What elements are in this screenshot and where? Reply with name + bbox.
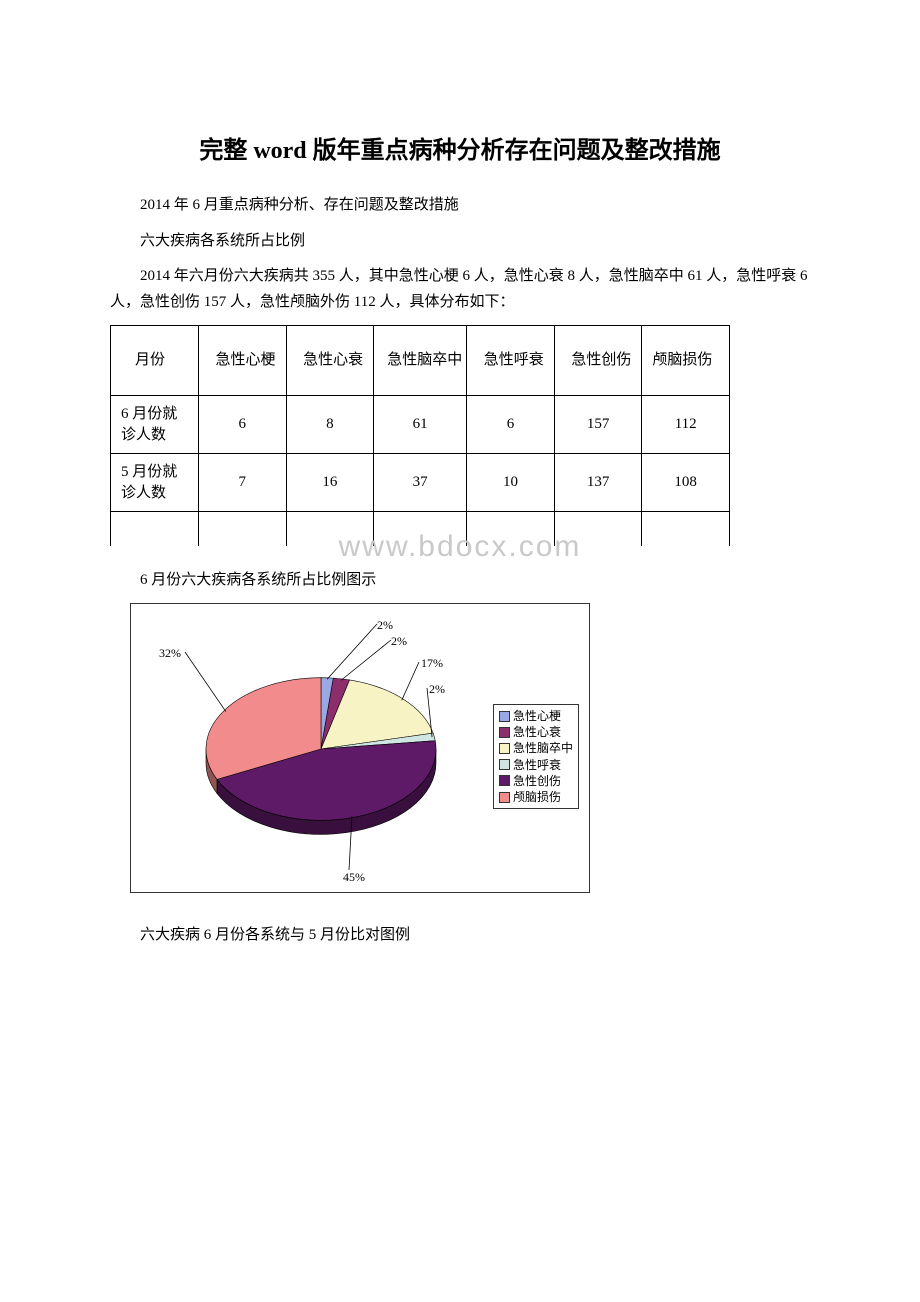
table-cell: 10: [467, 454, 555, 512]
legend-item: 急性心梗: [499, 708, 573, 724]
table-header-cell: 急性心梗: [199, 326, 287, 396]
intro-paragraph: 2014 年六月份六大疾病共 355 人，其中急性心梗 6 人，急性心衰 8 人…: [110, 264, 810, 315]
legend-swatch: [499, 775, 510, 786]
legend-swatch: [499, 743, 510, 754]
legend-label: 急性呼衰: [513, 757, 561, 773]
table-cell: 6: [199, 396, 287, 454]
table-cell: 8: [286, 396, 374, 454]
table-row: 6 月份就诊人数 6 8 61 6 157 112: [111, 396, 730, 454]
table-header-cell: 急性脑卒中: [374, 326, 467, 396]
table-cell: [554, 512, 642, 546]
legend-swatch: [499, 727, 510, 738]
legend-item: 急性呼衰: [499, 757, 573, 773]
table-header-cell: 月份: [111, 326, 199, 396]
disease-table: 月份 急性心梗 急性心衰 急性脑卒中 急性呼衰 急性创伤 颅脑损伤 6 月份就诊…: [110, 325, 730, 546]
table-cell: 61: [374, 396, 467, 454]
table-cell: 7: [199, 454, 287, 512]
table-cell: 16: [286, 454, 374, 512]
table-cell: [642, 512, 730, 546]
table-cell: [467, 512, 555, 546]
table-row: [111, 512, 730, 546]
table-cell: 37: [374, 454, 467, 512]
pie-pct-label: 2%: [429, 682, 445, 697]
legend-label: 急性心梗: [513, 708, 561, 724]
table-cell: 112: [642, 396, 730, 454]
chart-caption: 6 月份六大疾病各系统所占比例图示: [110, 568, 810, 594]
pie-pct-label: 45%: [343, 870, 365, 885]
legend-label: 急性脑卒中: [513, 740, 573, 756]
pie-legend: 急性心梗 急性心衰 急性脑卒中 急性呼衰 急性创伤 颅脑损伤: [493, 704, 579, 809]
table-header-cell: 急性心衰: [286, 326, 374, 396]
table-cell: [199, 512, 287, 546]
legend-item: 急性脑卒中: [499, 740, 573, 756]
legend-item: 急性心衰: [499, 724, 573, 740]
legend-label: 急性心衰: [513, 724, 561, 740]
table-cell: 157: [554, 396, 642, 454]
table-header-cell: 急性创伤: [554, 326, 642, 396]
table-row: 5 月份就诊人数 7 16 37 10 137 108: [111, 454, 730, 512]
table-cell: [111, 512, 199, 546]
table-cell: 5 月份就诊人数: [111, 454, 199, 512]
subtitle-line: 2014 年 6 月重点病种分析、存在问题及整改措施: [110, 193, 810, 219]
legend-item: 颅脑损伤: [499, 789, 573, 805]
pie-pct-label: 2%: [377, 618, 393, 633]
document-page: 完整 word 版年重点病种分析存在问题及整改措施 2014 年 6 月重点病种…: [0, 0, 920, 1019]
page-title: 完整 word 版年重点病种分析存在问题及整改措施: [110, 130, 810, 165]
pie-pct-label: 2%: [391, 634, 407, 649]
legend-swatch: [499, 711, 510, 722]
table-header-row: 月份 急性心梗 急性心衰 急性脑卒中 急性呼衰 急性创伤 颅脑损伤: [111, 326, 730, 396]
table-cell: [374, 512, 467, 546]
legend-swatch: [499, 792, 510, 803]
legend-label: 颅脑损伤: [513, 789, 561, 805]
pie-chart-container: 2% 2% 17% 2% 45% 32% 急性心梗 急性心衰 急性脑卒中 急性呼…: [130, 603, 590, 893]
section-heading: 六大疾病各系统所占比例: [110, 229, 810, 255]
table-cell: 137: [554, 454, 642, 512]
table-header-cell: 颅脑损伤: [642, 326, 730, 396]
pie-pct-label: 17%: [421, 656, 443, 671]
legend-swatch: [499, 759, 510, 770]
footer-caption: 六大疾病 6 月份各系统与 5 月份比对图例: [110, 923, 810, 949]
table-cell: 108: [642, 454, 730, 512]
table-cell: [286, 512, 374, 546]
legend-item: 急性创伤: [499, 773, 573, 789]
table-header-cell: 急性呼衰: [467, 326, 555, 396]
table-cell: 6 月份就诊人数: [111, 396, 199, 454]
legend-label: 急性创伤: [513, 773, 561, 789]
table-cell: 6: [467, 396, 555, 454]
pie-pct-label: 32%: [159, 646, 181, 661]
